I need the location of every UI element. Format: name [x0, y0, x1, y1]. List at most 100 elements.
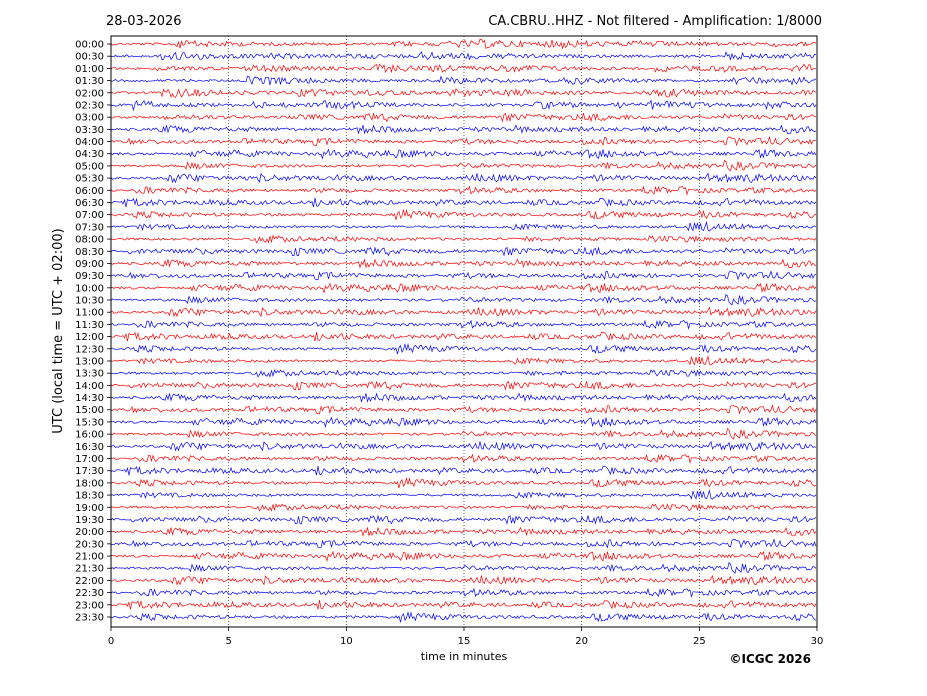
y-tick-label: 02:00 — [75, 88, 104, 99]
chart-title: CA.CBRU..HHZ - Not filtered - Amplificat… — [488, 14, 822, 29]
y-tick-label: 00:00 — [75, 40, 104, 51]
plot-frame — [110, 35, 818, 628]
trace — [110, 293, 817, 306]
y-tick-label: 22:00 — [75, 576, 104, 587]
trace — [110, 526, 817, 538]
y-tick-label: 20:00 — [75, 527, 104, 538]
y-tick-label: 17:00 — [75, 454, 104, 465]
y-tick-label: 06:30 — [75, 198, 104, 209]
y-tick-label: 01:00 — [75, 64, 104, 75]
trace — [110, 369, 817, 378]
y-tick-label: 08:00 — [75, 235, 104, 246]
trace — [110, 550, 817, 562]
trace — [110, 477, 817, 489]
trace — [110, 197, 817, 208]
trace — [110, 208, 817, 220]
trace — [110, 416, 817, 428]
y-tick-label: 10:00 — [75, 283, 104, 294]
y-tick-label: 21:30 — [75, 564, 104, 575]
trace — [110, 489, 817, 500]
x-axis-label: time in minutes — [421, 650, 508, 663]
y-tick-label: 02:30 — [75, 100, 104, 111]
trace — [110, 270, 817, 281]
trace — [110, 258, 817, 269]
trace — [110, 440, 817, 452]
y-tick-label: 17:30 — [75, 466, 104, 477]
trace — [110, 503, 817, 512]
y-tick-label: 19:30 — [75, 515, 104, 526]
x-tick-label: 15 — [458, 636, 471, 647]
trace — [110, 75, 817, 86]
y-tick-label: 22:30 — [75, 588, 104, 599]
trace — [110, 135, 817, 147]
y-tick-label: 07:30 — [75, 222, 104, 233]
y-axis-label: UTC (local time = UTC + 02:00) — [51, 228, 66, 433]
y-tick-label: 04:00 — [75, 137, 104, 148]
trace — [110, 185, 817, 196]
y-tick-label: 23:00 — [75, 600, 104, 611]
y-tick-label: 11:00 — [75, 308, 104, 319]
trace — [110, 319, 817, 330]
y-tick-label: 16:30 — [75, 442, 104, 453]
y-tick-label: 14:30 — [75, 393, 104, 404]
y-tick-label: 00:30 — [75, 52, 104, 63]
y-tick-label: 14:00 — [75, 381, 104, 392]
y-tick-label: 08:30 — [75, 247, 104, 258]
x-tick-label: 25 — [693, 636, 706, 647]
y-tick-label: 10:30 — [75, 296, 104, 307]
y-tick-label: 09:00 — [75, 259, 104, 270]
y-tick-label: 05:30 — [75, 174, 104, 185]
trace — [110, 453, 816, 464]
y-tick-label: 11:30 — [75, 320, 104, 331]
trace — [110, 124, 817, 135]
trace — [110, 355, 817, 366]
y-tick-label: 06:00 — [75, 186, 104, 197]
trace — [110, 600, 817, 610]
x-tick-label: 10 — [340, 636, 353, 647]
y-tick-label: 01:30 — [75, 76, 104, 87]
y-tick-label: 23:30 — [75, 613, 104, 624]
trace — [110, 380, 817, 391]
y-tick-label: 04:30 — [75, 149, 104, 160]
y-tick-label: 13:00 — [75, 356, 104, 367]
y-tick-label: 15:00 — [75, 405, 104, 416]
trace — [110, 172, 817, 184]
trace — [110, 112, 817, 123]
y-tick-label: 03:00 — [75, 113, 104, 124]
y-tick-label: 18:30 — [75, 491, 104, 502]
trace — [110, 342, 817, 355]
trace — [111, 404, 817, 415]
trace — [110, 234, 817, 244]
y-tick-label: 12:00 — [75, 332, 104, 343]
trace — [110, 465, 817, 476]
y-tick-label: 13:30 — [75, 369, 104, 380]
trace — [110, 88, 817, 98]
x-tick-label: 5 — [225, 636, 231, 647]
trace — [110, 63, 817, 74]
trace — [110, 562, 817, 574]
y-tick-label: 20:30 — [75, 539, 104, 550]
y-tick-label: 09:30 — [75, 271, 104, 282]
trace — [110, 99, 817, 112]
date: 28-03-2026 — [106, 14, 182, 29]
trace — [110, 38, 816, 50]
trace — [110, 575, 817, 586]
trace — [110, 538, 817, 549]
copyright: ©ICGC 2026 — [729, 652, 811, 666]
trace — [110, 427, 817, 440]
trace — [110, 514, 817, 525]
trace — [110, 159, 817, 172]
y-tick-label: 03:30 — [75, 125, 104, 136]
x-tick-label: 30 — [811, 636, 824, 647]
y-tick-label: 16:00 — [75, 430, 104, 441]
trace — [110, 331, 817, 342]
trace — [110, 587, 817, 599]
y-tick-label: 12:30 — [75, 344, 104, 355]
y-tick-label: 19:00 — [75, 503, 104, 514]
y-tick-label: 21:00 — [75, 552, 104, 563]
trace — [110, 148, 817, 160]
trace — [110, 51, 817, 61]
y-tick-label: 05:00 — [75, 161, 104, 172]
x-tick-label: 0 — [108, 636, 114, 647]
